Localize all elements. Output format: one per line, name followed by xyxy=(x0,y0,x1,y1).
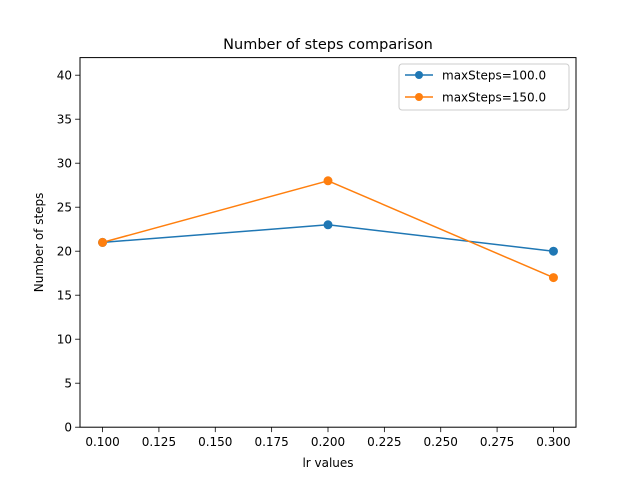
y-tick-label: 40 xyxy=(57,69,72,83)
data-point xyxy=(548,273,558,283)
x-tick-label: 0.275 xyxy=(480,435,514,449)
x-tick-label: 0.225 xyxy=(367,435,401,449)
x-tick-label: 0.125 xyxy=(142,435,176,449)
y-tick-label: 35 xyxy=(57,113,72,127)
data-point xyxy=(323,220,333,230)
y-tick-label: 5 xyxy=(64,377,72,391)
y-tick-label: 30 xyxy=(57,157,72,171)
y-axis: 0 5 10 15 20 25 30 35 40 xyxy=(57,69,80,435)
x-tick-label: 0.150 xyxy=(198,435,232,449)
y-tick-label: 0 xyxy=(64,421,72,435)
x-tick-label: 0.100 xyxy=(85,435,119,449)
x-axis-label: lr values xyxy=(302,456,353,470)
legend-marker xyxy=(415,93,423,101)
x-tick-label: 0.250 xyxy=(424,435,458,449)
y-tick-label: 10 xyxy=(57,333,72,347)
chart-title: Number of steps comparison xyxy=(223,37,433,53)
x-tick-label: 0.200 xyxy=(311,435,345,449)
data-point xyxy=(548,246,558,256)
plot-area xyxy=(80,57,576,428)
legend-label: maxSteps=150.0 xyxy=(442,90,546,104)
y-tick-label: 25 xyxy=(57,201,72,215)
legend-label: maxSteps=100.0 xyxy=(442,68,546,82)
y-tick-label: 15 xyxy=(57,289,72,303)
legend: maxSteps=100.0 maxSteps=150.0 xyxy=(398,63,570,111)
data-point xyxy=(98,237,108,247)
series-layer xyxy=(98,176,558,283)
legend-box xyxy=(398,63,570,111)
y-axis-label: Number of steps xyxy=(32,193,46,293)
x-tick-label: 0.175 xyxy=(254,435,288,449)
y-tick-label: 20 xyxy=(57,245,72,259)
x-axis: 0.100 0.125 0.150 0.175 0.200 0.225 0.250 0.275… xyxy=(85,427,571,449)
legend-marker xyxy=(415,71,423,79)
x-tick-label: 0.300 xyxy=(536,435,570,449)
data-point xyxy=(323,176,333,186)
